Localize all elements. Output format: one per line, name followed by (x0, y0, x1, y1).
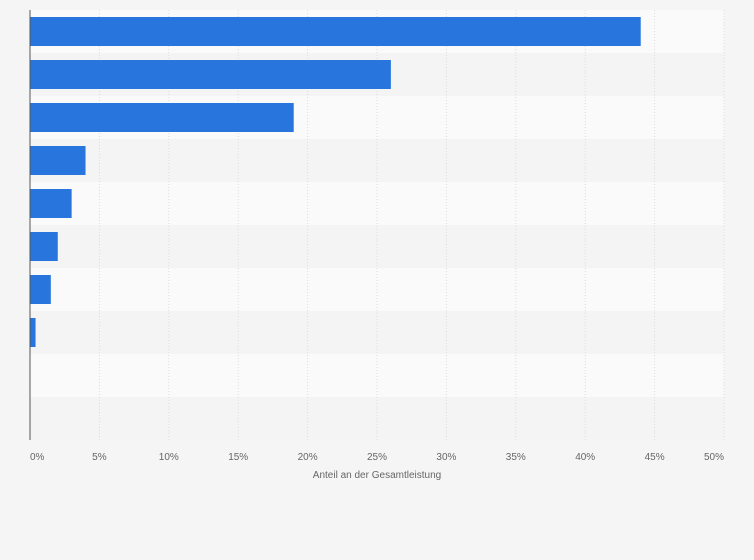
bar[interactable] (30, 17, 641, 46)
x-tick-label: 40% (575, 452, 595, 463)
x-tick-label: 30% (436, 452, 456, 463)
x-tick-label: 50% (704, 452, 724, 463)
bar[interactable] (30, 232, 58, 261)
x-axis-title: Anteil an der Gesamtleistung (313, 470, 441, 481)
bar[interactable] (30, 189, 72, 218)
x-tick-labels: 0% 5% 10% 15% 20% 25% 30% 35% 40% 45% 50% (30, 452, 724, 463)
row-band (30, 225, 724, 268)
x-tick-label: 45% (645, 452, 665, 463)
bar[interactable] (30, 275, 51, 304)
row-band (30, 311, 724, 354)
bar[interactable] (30, 318, 36, 347)
bar[interactable] (30, 146, 86, 175)
x-tick-label: 35% (506, 452, 526, 463)
row-band (30, 354, 724, 397)
x-tick-label: 5% (92, 452, 107, 463)
x-tick-label: 10% (159, 452, 179, 463)
bar[interactable] (30, 60, 391, 89)
x-tick-label: 0% (30, 452, 45, 463)
bars (30, 17, 641, 347)
x-tick-label: 25% (367, 452, 387, 463)
x-tick-label: 20% (298, 452, 318, 463)
x-tick-label: 15% (228, 452, 248, 463)
row-band (30, 182, 724, 225)
bar[interactable] (30, 103, 294, 132)
